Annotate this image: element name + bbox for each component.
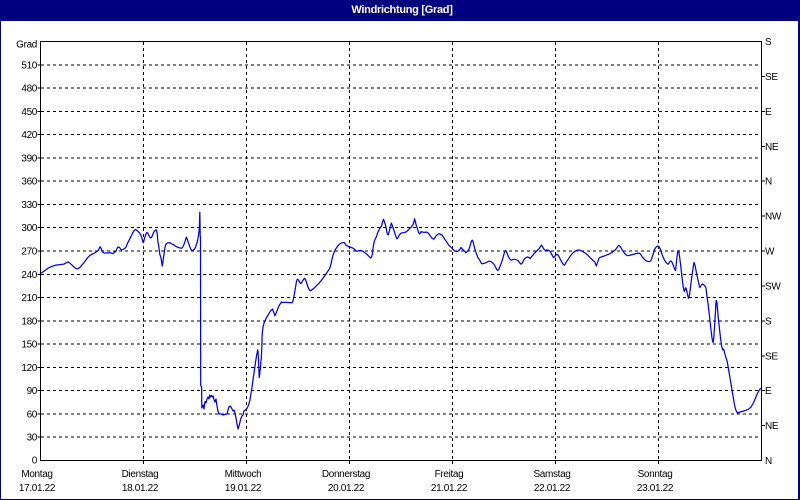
svg-text:21.01.22: 21.01.22 (431, 483, 468, 494)
svg-text:22.01.22: 22.01.22 (534, 483, 571, 494)
svg-text:N: N (765, 177, 772, 188)
svg-text:19.01.22: 19.01.22 (225, 483, 262, 494)
svg-text:NW: NW (765, 212, 782, 223)
svg-text:N: N (765, 456, 772, 467)
svg-text:420: 420 (21, 130, 37, 141)
svg-text:240: 240 (21, 270, 37, 281)
svg-text:510: 510 (21, 60, 37, 71)
svg-text:W: W (765, 247, 775, 258)
svg-text:Donnerstag: Donnerstag (322, 469, 370, 480)
svg-text:E: E (765, 107, 772, 118)
svg-text:Samstag: Samstag (533, 469, 570, 480)
svg-text:360: 360 (21, 177, 37, 188)
svg-text:20.01.22: 20.01.22 (328, 483, 365, 494)
svg-text:210: 210 (21, 293, 37, 304)
svg-text:0: 0 (32, 456, 38, 467)
svg-text:Montag: Montag (21, 469, 52, 480)
svg-text:Mittwoch: Mittwoch (225, 469, 262, 480)
svg-text:150: 150 (21, 340, 37, 351)
svg-text:120: 120 (21, 363, 37, 374)
svg-text:30: 30 (27, 433, 38, 444)
svg-text:330: 330 (21, 200, 37, 211)
svg-text:18.01.22: 18.01.22 (122, 483, 159, 494)
svg-text:60: 60 (27, 409, 38, 420)
svg-text:S: S (765, 316, 772, 327)
svg-text:S: S (765, 37, 772, 48)
svg-text:Freitag: Freitag (435, 469, 464, 480)
svg-text:Grad: Grad (16, 40, 37, 51)
svg-text:Dienstag: Dienstag (122, 469, 159, 480)
svg-text:450: 450 (21, 107, 37, 118)
svg-text:NE: NE (765, 421, 779, 432)
svg-text:23.01.22: 23.01.22 (637, 483, 674, 494)
svg-text:180: 180 (21, 316, 37, 327)
svg-text:390: 390 (21, 153, 37, 164)
svg-text:NE: NE (765, 142, 779, 153)
svg-text:Sonntag: Sonntag (638, 469, 673, 480)
svg-text:90: 90 (27, 386, 38, 397)
svg-text:SW: SW (765, 281, 781, 292)
svg-text:300: 300 (21, 223, 37, 234)
svg-text:SE: SE (765, 351, 778, 362)
svg-text:17.01.22: 17.01.22 (19, 483, 56, 494)
svg-text:270: 270 (21, 247, 37, 258)
svg-text:E: E (765, 386, 772, 397)
svg-text:SE: SE (765, 72, 778, 83)
svg-text:480: 480 (21, 84, 37, 95)
